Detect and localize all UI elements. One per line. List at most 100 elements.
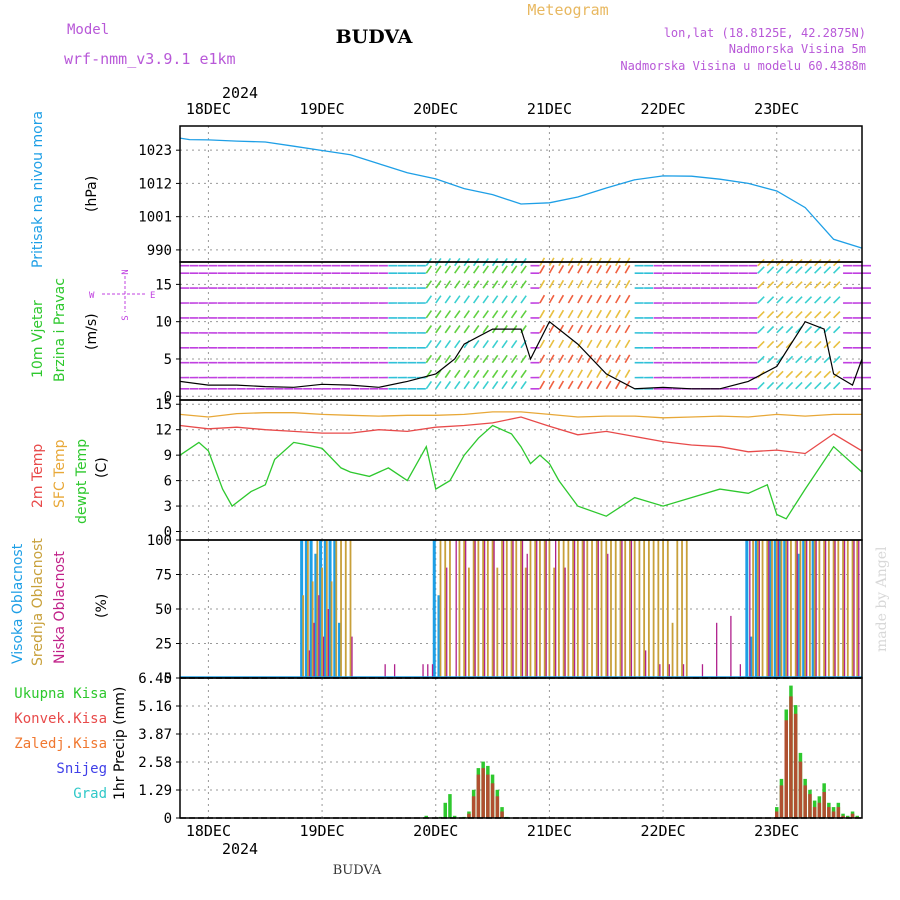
wind-barb: [454, 325, 461, 334]
rain-conv-bar: [812, 807, 817, 818]
rain-conv-bar: [831, 811, 836, 818]
wind-barb: [823, 311, 832, 319]
wind-barb: [548, 279, 555, 289]
wind-barb: [558, 294, 565, 304]
wind-barb: [425, 280, 433, 289]
wind-barb: [586, 309, 593, 319]
wind-barb: [757, 355, 765, 364]
wind-barb: [766, 355, 775, 364]
compass-north: N: [121, 269, 131, 274]
wind-ylabel-2: Brzina i Pravac: [52, 278, 68, 382]
model-name: wrf-nmm_v3.9.1 e1km: [64, 50, 236, 68]
wind-barb: [624, 339, 631, 349]
wind-barb: [776, 381, 784, 390]
wind-barb: [596, 279, 602, 289]
wind-barb: [814, 370, 822, 379]
wind-barb: [833, 340, 841, 349]
grid-layer: 9901001101210230510150369121502550751000…: [138, 126, 862, 827]
top-day-label: 22DEC: [641, 100, 686, 118]
rain-conv-bar: [486, 774, 490, 818]
wind-barb: [785, 325, 794, 334]
cloud-unit: (%): [94, 594, 110, 618]
wind-barb: [501, 380, 508, 390]
wind-barb: [624, 264, 631, 274]
wind-barb: [444, 339, 452, 349]
wind-barb: [833, 325, 841, 334]
bottom-year-label: 2024: [222, 840, 258, 858]
wind-unit: (m/s): [84, 313, 100, 350]
wind-barb: [444, 354, 452, 364]
wind-barb: [520, 295, 527, 304]
y-tick-label: 10: [155, 315, 172, 331]
wind-barb: [491, 265, 499, 274]
rain-conv-bar: [495, 796, 500, 818]
rain-conv-bar: [850, 813, 855, 818]
wind-barb: [444, 380, 452, 390]
wind-barb: [454, 280, 461, 289]
wind-barb: [577, 369, 583, 379]
wind-barb: [454, 339, 461, 349]
wind-barb: [814, 355, 822, 364]
station-title: BUDVA: [336, 26, 413, 48]
wind-barb: [539, 380, 546, 390]
wind-barb: [567, 339, 574, 349]
wind-barb: [472, 325, 480, 334]
wind-barb: [776, 296, 784, 304]
wind-barb: [804, 355, 813, 364]
rain-conv-bar: [481, 768, 485, 818]
rain-conv-bar: [841, 815, 845, 818]
wind-barb: [501, 339, 508, 349]
wind-barb: [472, 310, 480, 319]
wind-barb: [586, 339, 593, 349]
wind-barb: [795, 381, 803, 390]
top-day-label: 19DEC: [300, 100, 345, 118]
wind-barb: [539, 354, 546, 364]
wind-barb: [463, 295, 470, 304]
wind-barb: [510, 310, 518, 319]
rain-conv-bar: [789, 696, 793, 818]
wind-barb: [463, 369, 470, 379]
wind-barb: [482, 280, 489, 289]
wind-barb: [605, 369, 612, 379]
wind-barb: [567, 380, 574, 390]
wind-barb: [577, 324, 583, 334]
wind-barb: [833, 266, 841, 274]
wind-barb: [804, 266, 813, 274]
top-day-label: 20DEC: [413, 100, 458, 118]
wind-barb: [567, 324, 574, 334]
y-tick-label: 12: [155, 423, 172, 439]
rain-conv-bar: [467, 813, 471, 818]
wind-barb: [558, 264, 565, 274]
wind-barb: [472, 354, 480, 364]
y-tick-label: 6.45: [138, 671, 172, 687]
wind-barb: [548, 265, 555, 274]
wind-barb: [520, 310, 527, 319]
wind-barb: [615, 324, 621, 334]
wind-barb: [776, 311, 784, 319]
wind-barb: [823, 296, 832, 304]
cloud-ylabel-1: Visoka Oblacnost: [10, 543, 26, 664]
wind-barb: [482, 310, 489, 319]
bottom-day-label: 23DEC: [754, 822, 799, 840]
wind-barb: [804, 370, 813, 379]
model-elevation: Nadmorska Visina u modelu 60.4388m: [620, 59, 866, 73]
wind-barb: [425, 325, 433, 334]
panel-frame: [179, 399, 863, 541]
wind-barb: [804, 281, 813, 289]
wind-barb: [558, 369, 565, 379]
top-day-labels: 18DEC 19DEC 20DEC 21DEC 22DEC 23DEC: [186, 100, 799, 118]
panel-frame: [179, 125, 863, 263]
wind-barb: [596, 309, 602, 319]
temp-ylabel-1: 2m Temp: [30, 444, 46, 508]
rain-conv-bar: [775, 811, 779, 818]
wind-barb: [833, 370, 841, 379]
wind-barb: [454, 369, 461, 379]
wind-barb: [520, 354, 527, 364]
wind-barb: [776, 340, 784, 349]
y-tick-label: 1012: [138, 176, 172, 192]
pressure-line: [179, 137, 863, 249]
wind-barb: [510, 369, 518, 379]
wind-barb: [766, 266, 775, 274]
bottom-day-labels: 18DEC 19DEC 20DEC 21DEC 22DEC 23DEC: [186, 822, 799, 840]
wind-barb: [472, 265, 480, 274]
